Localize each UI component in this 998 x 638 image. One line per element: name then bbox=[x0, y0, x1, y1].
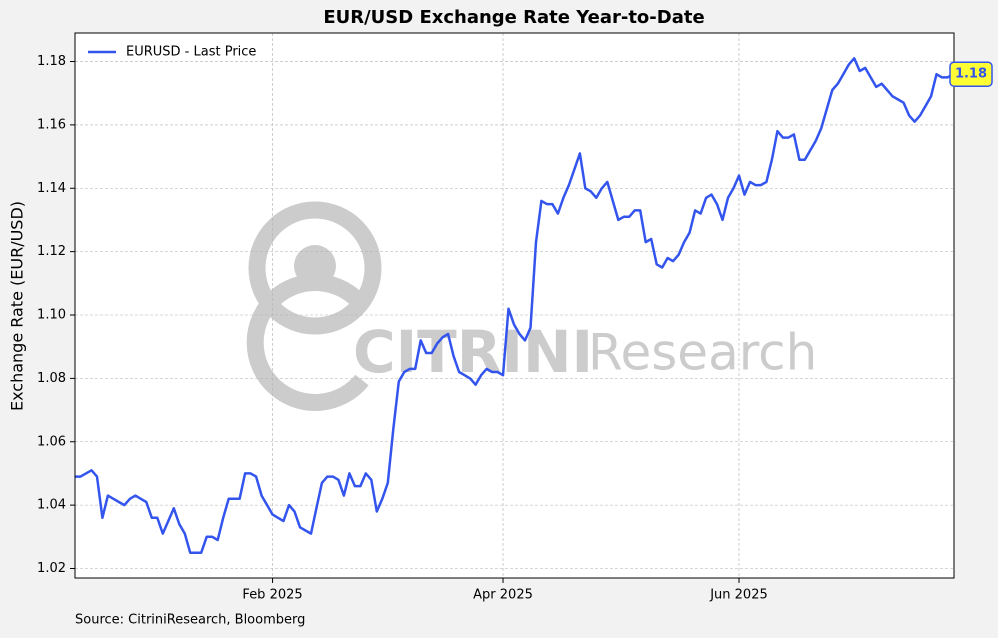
source-note: Source: CitriniResearch, Bloomberg bbox=[75, 613, 305, 628]
y-tick-label: 1.18 bbox=[37, 54, 66, 69]
logo-dot bbox=[294, 245, 336, 287]
y-axis-label: Exchange Rate (EUR/USD) bbox=[8, 201, 27, 411]
y-tick-label: 1.02 bbox=[37, 561, 66, 576]
y-tick-label: 1.04 bbox=[37, 498, 66, 513]
plot-area bbox=[75, 33, 954, 578]
y-tick-label: 1.14 bbox=[37, 181, 66, 196]
end-label-box bbox=[949, 61, 993, 87]
plot-frame bbox=[74, 32, 955, 579]
y-tick-label: 1.12 bbox=[37, 244, 66, 259]
y-tick-label: 1.10 bbox=[37, 308, 66, 323]
logo-ring bbox=[248, 201, 382, 335]
price-line bbox=[75, 57, 954, 554]
watermark: Research bbox=[588, 324, 817, 382]
x-tick-label: Jun 2025 bbox=[709, 588, 768, 603]
end-label: 1.18 bbox=[955, 67, 987, 82]
watermark: CITRINI bbox=[353, 318, 593, 386]
legend-label: EURUSD - Last Price bbox=[126, 45, 256, 60]
y-tick-label: 1.16 bbox=[37, 117, 66, 132]
x-tick-label: Feb 2025 bbox=[242, 588, 302, 603]
y-tick-label: 1.08 bbox=[37, 371, 66, 386]
x-tick-label: Apr 2025 bbox=[473, 588, 533, 603]
y-tick-label: 1.06 bbox=[37, 434, 66, 449]
chart-title: EUR/USD Exchange Rate Year-to-Date bbox=[323, 7, 704, 28]
